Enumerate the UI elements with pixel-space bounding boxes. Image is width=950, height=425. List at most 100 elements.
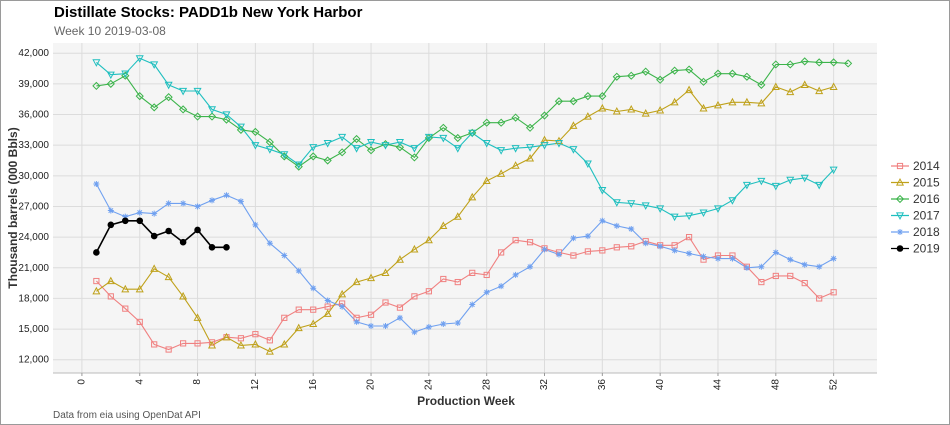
- y-tick-label: 24,000: [18, 232, 49, 243]
- data-point-2019: [223, 244, 230, 251]
- data-point-2017: [309, 144, 318, 152]
- data-point-2016: [482, 118, 491, 127]
- y-tick-label: 39,000: [18, 79, 49, 90]
- data-point-2018: [686, 250, 693, 257]
- data-point-2014: [208, 339, 216, 346]
- data-point-2018: [237, 198, 244, 205]
- data-point-2017: [569, 146, 578, 154]
- legend-label-2017: 2017: [913, 209, 940, 223]
- data-point-2017: [482, 140, 491, 148]
- data-point-2018: [411, 329, 418, 336]
- data-point-2014: [801, 279, 808, 287]
- data-point-2017: [164, 81, 173, 90]
- data-point-2018: [584, 233, 591, 240]
- data-point-2018: [512, 271, 519, 278]
- data-point-2017: [598, 187, 607, 195]
- data-point-2017: [106, 71, 115, 80]
- data-point-2018: [194, 203, 201, 210]
- data-point-2015: [771, 82, 780, 91]
- data-point-2014: [367, 311, 375, 318]
- series-markers: [92, 55, 853, 355]
- data-point-2015: [381, 268, 390, 276]
- x-tick-label: 44: [713, 379, 724, 391]
- x-tick-label: 8: [192, 379, 203, 385]
- data-point-2015: [265, 347, 274, 355]
- data-point-2017: [815, 181, 824, 190]
- data-point-2016: [178, 105, 188, 114]
- data-point-2016: [92, 81, 101, 91]
- data-point-2014: [107, 293, 114, 300]
- x-tick-label: 0: [77, 379, 88, 385]
- data-point-2014: [237, 335, 245, 342]
- data-point-2015: [222, 332, 231, 341]
- data-point-2015: [179, 291, 188, 300]
- data-point-2015: [468, 192, 477, 201]
- x-tick-label: 32: [539, 379, 550, 391]
- data-point-2015: [338, 289, 347, 298]
- legend-label-2016: 2016: [913, 192, 940, 206]
- data-point-2014: [324, 303, 331, 310]
- y-tick-label: 30,000: [18, 171, 49, 182]
- data-point-2017: [627, 200, 636, 208]
- data-point-2017: [526, 144, 535, 152]
- data-point-2016: [713, 69, 723, 78]
- data-point-2017: [699, 209, 708, 218]
- plot-background: [53, 43, 877, 373]
- data-point-2018: [223, 192, 230, 199]
- data-point-2014: [469, 269, 476, 276]
- data-point-2017: [497, 147, 506, 155]
- data-point-2019: [165, 227, 172, 235]
- data-point-2018: [440, 320, 447, 327]
- data-point-2016: [352, 134, 361, 144]
- data-point-2015: [193, 313, 202, 321]
- data-point-2014: [512, 237, 519, 244]
- data-point-2017: [424, 133, 433, 142]
- legend-label-2018: 2018: [913, 225, 940, 239]
- data-point-2015: [453, 212, 462, 220]
- data-point-2018: [527, 263, 534, 270]
- data-point-2018: [801, 261, 808, 268]
- data-point-2018: [324, 297, 331, 304]
- legend-label-2019: 2019: [913, 242, 940, 256]
- legend-label-2015: 2015: [913, 176, 940, 190]
- data-point-2016: [554, 97, 564, 106]
- data-point-2016: [684, 65, 694, 74]
- data-point-2016: [598, 92, 607, 101]
- data-point-2015: [410, 244, 419, 253]
- data-point-2016: [265, 137, 274, 147]
- data-point-2017: [670, 213, 679, 222]
- x-tick-label: 4: [134, 379, 145, 385]
- data-point-2017: [92, 59, 101, 67]
- x-tick-label: 48: [770, 379, 781, 391]
- chart-legend: 2014 2015 2016 2017 2018 2019: [891, 159, 940, 256]
- data-point-2014: [772, 272, 779, 280]
- data-point-2014: [758, 278, 765, 286]
- data-point-2017: [800, 174, 809, 183]
- x-tick-label: 52: [828, 379, 839, 391]
- data-point-2017: [395, 139, 404, 147]
- x-tick-label: 12: [250, 379, 261, 391]
- data-point-2017: [338, 133, 347, 142]
- data-point-2017: [728, 197, 737, 205]
- data-point-2015: [251, 339, 260, 348]
- data-point-2017: [222, 111, 231, 119]
- data-point-2016: [193, 112, 202, 121]
- y-tick-label: 33,000: [18, 140, 49, 151]
- data-point-2014: [310, 306, 317, 313]
- data-point-2016: [757, 80, 766, 89]
- data-point-2014: [570, 252, 577, 259]
- data-point-2017: [135, 55, 144, 63]
- legend-marker-2014: [896, 162, 904, 170]
- data-point-2015: [511, 161, 520, 169]
- data-point-2019: [150, 232, 158, 240]
- data-point-2016: [829, 58, 838, 67]
- data-point-2015: [150, 264, 159, 272]
- data-point-2017: [540, 142, 549, 150]
- data-point-2016: [497, 118, 506, 127]
- data-point-2018: [599, 217, 606, 224]
- data-point-2017: [294, 161, 303, 170]
- data-point-2018: [151, 210, 158, 217]
- data-point-2016: [366, 146, 376, 155]
- data-point-2017: [771, 182, 780, 191]
- data-point-2018: [830, 255, 837, 262]
